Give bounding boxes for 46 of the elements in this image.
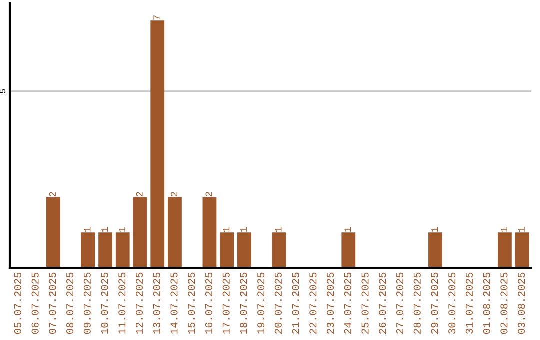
x-tick-label: 13.07.2025	[153, 272, 160, 334]
x-tick-label: 10.07.2025	[101, 272, 108, 334]
x-tick-label: 23.07.2025	[327, 272, 334, 334]
data-label: 7	[154, 16, 160, 20]
data-label: 1	[344, 227, 352, 232]
x-tick-label: 20.07.2025	[274, 272, 282, 334]
x-tick-label: 12.07.2025	[136, 272, 144, 334]
x-tick-label: 29.07.2025	[431, 272, 438, 334]
data-label: 1	[501, 227, 508, 232]
data-label: 1	[223, 227, 230, 232]
x-tick-label: 01.08.2025	[483, 272, 490, 334]
data-label: 2	[170, 192, 178, 197]
x-tick-label: 06.07.2025	[32, 272, 39, 334]
x-tick-label: 15.07.2025	[188, 272, 196, 334]
data-label: 2	[136, 192, 143, 197]
x-tick-label: 27.07.2025	[396, 272, 404, 334]
x-tick-label: 02.08.2025	[500, 272, 508, 334]
x-tick-label: 05.07.2025	[14, 272, 22, 334]
x-tick-label: 07.07.2025	[49, 272, 56, 334]
x-tick-label: 09.07.2025	[84, 272, 91, 334]
x-tick-label: 22.07.2025	[310, 272, 317, 334]
x-tick-label: 11.07.2025	[118, 272, 126, 334]
x-tick-label: 16.07.2025	[205, 272, 213, 334]
x-tick-label: 08.07.2025	[66, 272, 74, 334]
data-label: 1	[518, 227, 525, 232]
x-tick-label: 26.07.2025	[379, 272, 386, 334]
x-tick-label: 31.07.2025	[466, 272, 474, 334]
data-label: 1	[275, 227, 282, 232]
y-tick-label: 5	[0, 89, 6, 94]
x-tick-label: 03.08.2025	[518, 272, 526, 334]
x-tick-label: 24.07.2025	[344, 272, 352, 334]
x-tick-label: 25.07.2025	[362, 272, 369, 334]
data-label: 2	[206, 192, 212, 197]
x-tick-label: 17.07.2025	[222, 272, 230, 334]
data-label: 1	[84, 227, 91, 232]
x-tick-label: 28.07.2025	[414, 272, 421, 334]
x-tick-label: 19.07.2025	[258, 272, 265, 334]
x-tick-label: 18.07.2025	[240, 272, 248, 334]
data-label: 1	[432, 227, 438, 232]
data-label: 1	[102, 227, 108, 232]
data-label: 2	[49, 192, 56, 197]
data-label: 1	[240, 227, 247, 232]
x-tick-label: 14.07.2025	[170, 272, 178, 334]
data-label: 1	[118, 227, 126, 232]
x-tick-label: 30.07.2025	[448, 272, 456, 334]
x-tick-label: 21.07.2025	[292, 272, 300, 334]
